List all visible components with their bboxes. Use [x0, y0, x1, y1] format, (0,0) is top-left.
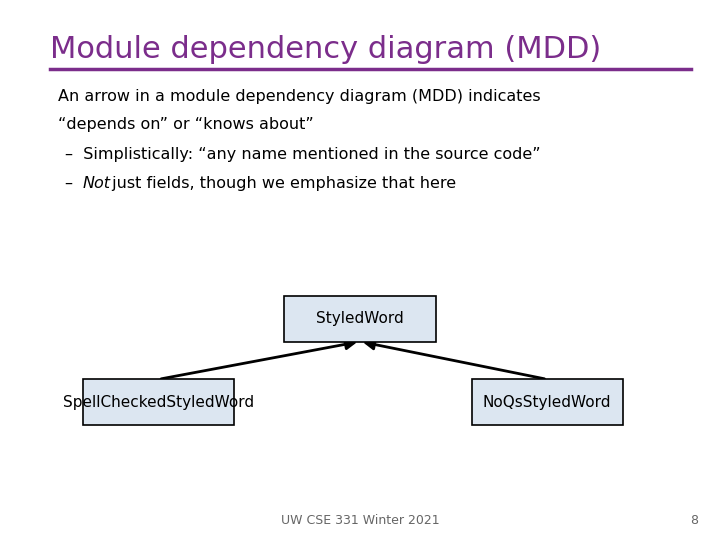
Text: “depends on” or “knows about”: “depends on” or “knows about”: [58, 117, 313, 132]
Text: –  Simplistically: “any name mentioned in the source code”: – Simplistically: “any name mentioned in…: [65, 147, 541, 163]
Text: Not: Not: [82, 176, 110, 191]
Text: just fields, though we emphasize that here: just fields, though we emphasize that he…: [107, 176, 456, 191]
FancyBboxPatch shape: [83, 379, 234, 426]
Text: 8: 8: [690, 514, 698, 526]
FancyBboxPatch shape: [284, 296, 436, 342]
Text: –: –: [65, 176, 83, 191]
Text: SpellCheckedStyledWord: SpellCheckedStyledWord: [63, 395, 254, 410]
Text: An arrow in a module dependency diagram (MDD) indicates: An arrow in a module dependency diagram …: [58, 89, 540, 104]
Text: NoQsStyledWord: NoQsStyledWord: [483, 395, 611, 410]
FancyBboxPatch shape: [472, 379, 623, 426]
Text: StyledWord: StyledWord: [316, 311, 404, 326]
Text: Module dependency diagram (MDD): Module dependency diagram (MDD): [50, 35, 602, 64]
Text: UW CSE 331 Winter 2021: UW CSE 331 Winter 2021: [281, 514, 439, 526]
